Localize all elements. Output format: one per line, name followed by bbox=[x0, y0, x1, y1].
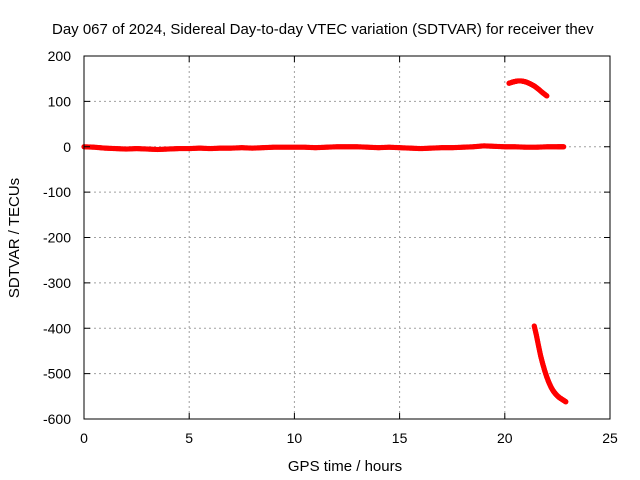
ticks: 0 5 10 15 20 25 200 100 0 -100 -200 -300 -400 -500 -60… bbox=[43, 48, 618, 446]
grid bbox=[84, 56, 610, 419]
y-tick-label: 0 bbox=[63, 139, 71, 155]
y-tick-label: -600 bbox=[43, 411, 71, 427]
y-axis-label: SDTVAR / TECUs bbox=[6, 178, 23, 298]
x-tick-label: 10 bbox=[287, 430, 303, 446]
data-series bbox=[531, 323, 569, 405]
y-tick-label: -100 bbox=[43, 184, 71, 200]
x-tick-label: 0 bbox=[80, 430, 88, 446]
y-tick-label: -200 bbox=[43, 230, 71, 246]
x-tick-label: 20 bbox=[497, 430, 513, 446]
data-point bbox=[563, 399, 569, 405]
x-axis-label: GPS time / hours bbox=[288, 458, 402, 475]
y-tick-label: -500 bbox=[43, 366, 71, 382]
data-point bbox=[544, 93, 550, 99]
plot-frame bbox=[83, 55, 611, 420]
chart-title: Day 067 of 2024, Sidereal Day-to-day VTE… bbox=[52, 21, 594, 38]
x-tick-label: 15 bbox=[392, 430, 408, 446]
y-tick-label: -400 bbox=[43, 320, 71, 336]
data-marks bbox=[81, 78, 569, 405]
y-tick-label: 100 bbox=[48, 93, 72, 109]
x-tick-label: 25 bbox=[602, 430, 618, 446]
x-tick-label: 5 bbox=[185, 430, 193, 446]
data-point bbox=[561, 144, 567, 150]
y-tick-label: -300 bbox=[43, 275, 71, 291]
y-tick-label: 200 bbox=[48, 48, 72, 64]
data-series bbox=[81, 143, 567, 153]
data-series bbox=[506, 78, 550, 99]
